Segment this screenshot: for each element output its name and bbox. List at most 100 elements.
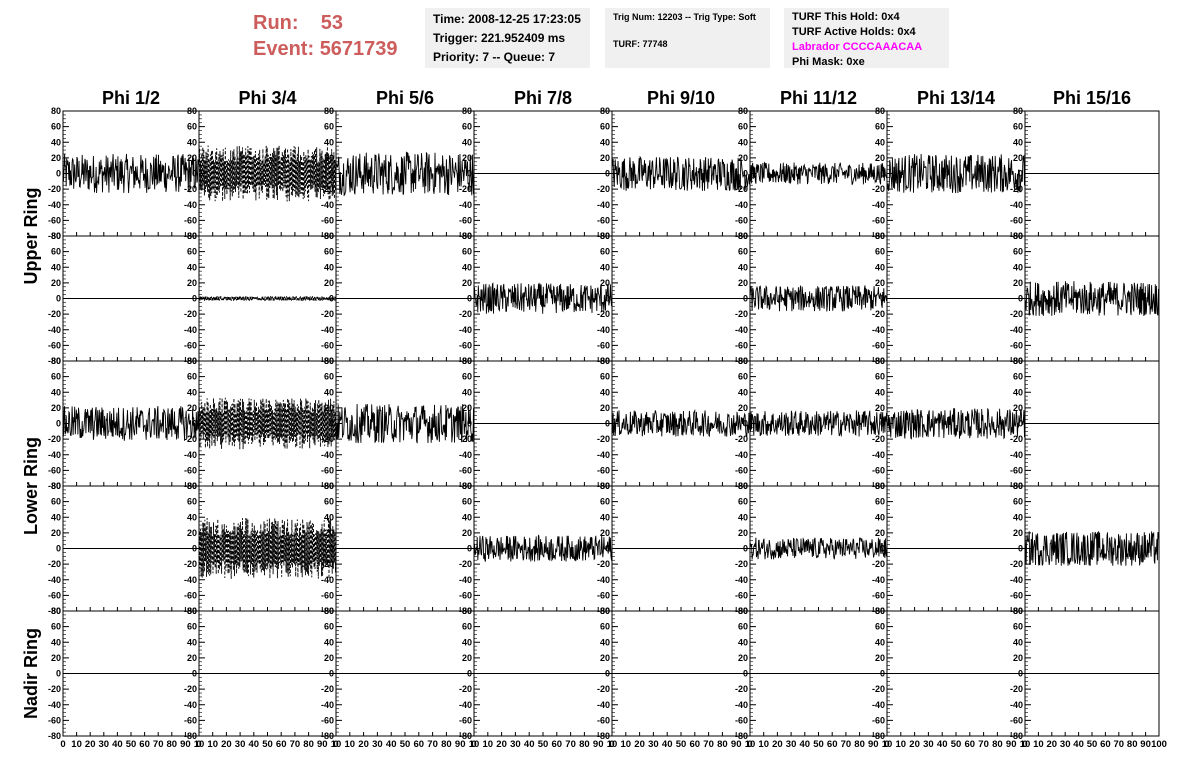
y-tick-label: 60 [187, 122, 197, 132]
y-tick-label: -60 [1010, 465, 1023, 475]
column-title: Phi 7/8 [514, 88, 572, 108]
x-tick-label: 70 [1114, 739, 1125, 750]
y-tick-label: -40 [321, 575, 334, 585]
x-tick-label: 50 [262, 739, 273, 750]
y-tick-label: 0 [329, 419, 334, 429]
run-value: 53 [320, 12, 344, 34]
x-tick-label: 10 [483, 739, 494, 750]
y-tick-label: 20 [1013, 278, 1023, 288]
y-tick-label: 40 [51, 137, 61, 147]
x-tick-label: 30 [235, 739, 246, 750]
y-tick-label: 20 [600, 153, 610, 163]
x-tick-label: 20 [772, 739, 783, 750]
y-tick-label: -20 [321, 684, 334, 694]
y-tick-label: 0 [1018, 419, 1023, 429]
y-tick-label: 0 [467, 294, 472, 304]
y-tick-label: -60 [459, 590, 472, 600]
y-tick-label: -40 [321, 700, 334, 710]
y-tick-label: 0 [56, 419, 61, 429]
y-tick-label: -60 [184, 340, 197, 350]
x-tick-label: 60 [276, 739, 287, 750]
x-tick-label: 40 [249, 739, 260, 750]
y-tick-label: 0 [880, 544, 885, 554]
y-tick-label: 80 [51, 106, 61, 116]
y-tick-label: 60 [187, 622, 197, 632]
y-tick-label: -60 [872, 715, 885, 725]
y-tick-label: 0 [880, 669, 885, 679]
y-tick-label: 80 [462, 606, 472, 616]
y-tick-label: -40 [735, 450, 748, 460]
y-tick-label: -40 [184, 450, 197, 460]
y-tick-label: 60 [51, 622, 61, 632]
y-tick-label: -40 [597, 575, 610, 585]
x-tick-label: 30 [1060, 739, 1071, 750]
column-title: Phi 1/2 [102, 88, 160, 108]
x-tick-label: 50 [676, 739, 687, 750]
y-tick-label: 80 [51, 606, 61, 616]
x-tick-label: 90 [1140, 739, 1151, 750]
x-tick-label: 70 [978, 739, 989, 750]
waveform-trace [749, 537, 888, 560]
y-tick-label: 0 [192, 294, 197, 304]
y-tick-label: 40 [1013, 512, 1023, 522]
y-tick-label: 40 [600, 137, 610, 147]
y-tick-label: 20 [1013, 403, 1023, 413]
run-row: Run: 53 [253, 10, 398, 36]
turf-info-box: TURF This Hold: 0x4 TURF Active Holds: 0… [784, 8, 949, 68]
y-tick-label: 60 [324, 622, 334, 632]
y-tick-label: 60 [462, 497, 472, 507]
x-tick-label: 40 [800, 739, 811, 750]
waveform-trace [198, 145, 337, 202]
y-tick-label: 20 [51, 278, 61, 288]
x-tick-label: 50 [813, 739, 824, 750]
y-tick-label: 0 [192, 169, 197, 179]
y-tick-label: -60 [872, 215, 885, 225]
y-tick-label: -60 [48, 215, 61, 225]
x-tick-label: 50 [400, 739, 411, 750]
y-tick-label: -40 [872, 450, 885, 460]
y-tick-label: -60 [735, 590, 748, 600]
waveform-trace [335, 151, 475, 197]
y-tick-label: 80 [1013, 356, 1023, 366]
y-tick-label: 60 [51, 247, 61, 257]
y-tick-label: 40 [738, 387, 748, 397]
x-tick-label: 30 [510, 739, 521, 750]
waveform-trace [749, 410, 888, 437]
y-tick-label: 0 [329, 169, 334, 179]
y-tick-label: 20 [1013, 528, 1023, 538]
y-tick-label: -40 [735, 325, 748, 335]
x-tick-label: 30 [99, 739, 110, 750]
x-tick-label: 70 [565, 739, 576, 750]
y-tick-label: 40 [462, 387, 472, 397]
y-tick-label: 0 [605, 544, 610, 554]
y-tick-label: -40 [321, 450, 334, 460]
y-tick-label: -40 [459, 200, 472, 210]
x-tick-label: 90 [593, 739, 604, 750]
y-tick-label: 20 [462, 403, 472, 413]
x-tick-label: 0 [60, 739, 65, 750]
y-tick-label: -40 [184, 325, 197, 335]
y-tick-label: -20 [1010, 309, 1023, 319]
x-tick-label: 20 [909, 739, 920, 750]
x-tick-label: 10 [331, 739, 342, 750]
x-tick-label: 30 [923, 739, 934, 750]
y-tick-label: -80 [872, 731, 885, 741]
y-tick-label: 0 [192, 419, 197, 429]
y-tick-label: 20 [187, 653, 197, 663]
y-tick-label: 80 [462, 481, 472, 491]
y-tick-label: 20 [600, 278, 610, 288]
y-tick-label: -60 [597, 340, 610, 350]
y-tick-label: -80 [48, 356, 61, 366]
y-tick-label: -60 [321, 340, 334, 350]
y-tick-label: -60 [459, 715, 472, 725]
priority-text: Priority: 7 -- Queue: 7 [433, 50, 556, 64]
y-tick-label: 40 [1013, 137, 1023, 147]
x-tick-label: 0 [196, 739, 201, 750]
y-tick-label: 60 [324, 122, 334, 132]
x-tick-label: 100 [1151, 739, 1167, 750]
y-tick-label: -20 [184, 434, 197, 444]
y-tick-label: 80 [875, 231, 885, 241]
y-tick-label: 80 [1013, 106, 1023, 116]
y-tick-label: 0 [1018, 669, 1023, 679]
y-tick-label: 40 [600, 387, 610, 397]
